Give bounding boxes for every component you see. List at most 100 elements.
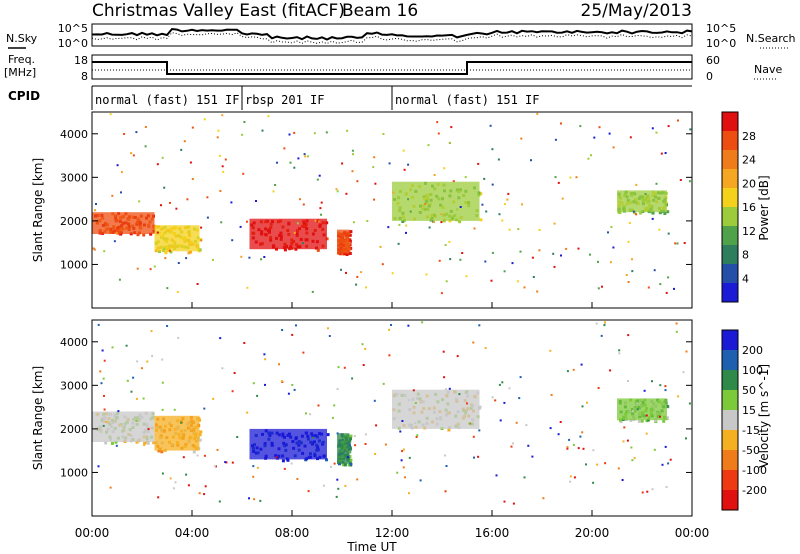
data-cell xyxy=(348,252,352,255)
noise-cell xyxy=(444,388,447,391)
noise-cell xyxy=(307,490,310,493)
nsearch-label: N.Search xyxy=(746,32,796,45)
noise-cell xyxy=(610,226,613,228)
noise-cell xyxy=(414,402,417,404)
noise-cell xyxy=(643,389,646,392)
noise-cell xyxy=(401,450,404,453)
noise-cell xyxy=(291,384,294,386)
power-y-label: Slant Range [km] xyxy=(31,158,45,262)
noise-cell xyxy=(685,350,688,353)
noise-cell xyxy=(293,388,296,391)
noise-panel: 10^5 10^0 10^5 10^0 N.Sky N.Search xyxy=(6,22,796,50)
beam-title: Beam 16 xyxy=(342,1,418,21)
data-band xyxy=(249,218,327,250)
noise-cell xyxy=(175,207,178,210)
noise-cell xyxy=(491,251,494,254)
noise-cell xyxy=(683,242,686,244)
noise-cell xyxy=(163,248,166,251)
noise-cell xyxy=(355,283,358,286)
noise-cell xyxy=(676,242,679,245)
noise-cell xyxy=(636,408,639,411)
noise-cell xyxy=(688,180,691,183)
noise-cell xyxy=(579,125,582,128)
colorbar-tick-label: 200 xyxy=(742,344,763,357)
colorbar-frame xyxy=(721,111,739,303)
freq-line xyxy=(92,61,692,75)
noise-cell xyxy=(525,424,528,427)
noise-cell xyxy=(161,156,164,159)
velocity-colorbar-label: Velocity [m s^-1] xyxy=(757,364,771,468)
noise-cell xyxy=(224,461,227,464)
y-tick-label: 1000 xyxy=(60,258,88,271)
station-title: Christmas Valley East (fitACF) xyxy=(92,1,345,21)
noise-cell xyxy=(560,122,562,125)
noise-cell xyxy=(538,249,541,252)
noise-cell xyxy=(631,270,634,273)
noise-cell xyxy=(667,232,670,235)
noise-cell xyxy=(176,291,179,293)
noise-cell xyxy=(632,210,635,213)
noise-cell xyxy=(677,395,680,398)
noise-cell xyxy=(553,222,556,225)
colorbar-tick-label: 24 xyxy=(742,154,756,167)
noise-cell xyxy=(667,462,670,465)
noise-cell xyxy=(489,124,492,127)
noise-cell xyxy=(260,258,263,261)
x-tick-label: 04:00 xyxy=(175,526,210,540)
noise-cell xyxy=(458,393,461,396)
noise-cell xyxy=(491,148,494,151)
colorbar-tick-label: 4 xyxy=(742,272,749,285)
noise-cell xyxy=(216,448,219,451)
noise-cell xyxy=(196,283,199,285)
noise-cell xyxy=(655,182,658,185)
noise-cell xyxy=(172,487,175,490)
noise-cell xyxy=(390,324,392,326)
noise-cell xyxy=(218,500,221,503)
noise-cell xyxy=(253,498,256,501)
noise-cell xyxy=(146,360,149,363)
noise-cell xyxy=(164,257,167,260)
noise-cell xyxy=(436,121,439,124)
noise-cell xyxy=(200,226,203,229)
noise-cell xyxy=(196,454,199,457)
noise-cell xyxy=(596,463,599,466)
power-y-ticks: 1000 2000 3000 4000 xyxy=(60,128,692,271)
noise-cell xyxy=(222,170,225,173)
noise-panel-frame xyxy=(91,23,693,47)
noise-cell xyxy=(402,448,405,451)
noise-cell xyxy=(239,225,242,228)
noise-cell xyxy=(635,183,638,186)
x-tick-label: 00:00 xyxy=(75,526,110,540)
noise-cell xyxy=(364,347,367,350)
noise-cell xyxy=(218,154,221,157)
noise-cell xyxy=(118,278,121,281)
noise-cell xyxy=(135,397,138,400)
colorbar-swatch xyxy=(722,188,738,207)
data-cell xyxy=(192,450,196,454)
noise-cell xyxy=(459,206,462,208)
noise-cell xyxy=(356,180,359,183)
noise-cell xyxy=(518,397,521,400)
noise-cell xyxy=(648,416,651,419)
noise-cell xyxy=(252,465,255,468)
x-axis-label: Time UT xyxy=(346,540,397,554)
noise-cell xyxy=(587,157,590,160)
noise-cell xyxy=(157,496,160,499)
data-cell xyxy=(349,230,353,234)
noise-cell xyxy=(364,433,367,436)
data-band xyxy=(154,415,200,451)
noise-cell xyxy=(142,397,145,400)
noise-cell xyxy=(621,479,624,481)
noise-cell xyxy=(581,405,584,408)
noise-cell xyxy=(609,369,612,372)
noise-cell xyxy=(309,413,312,416)
noise-cell xyxy=(151,354,154,357)
noise-cell xyxy=(440,292,443,295)
data-band xyxy=(337,229,350,254)
noise-cell xyxy=(595,322,598,325)
noise-cell xyxy=(221,114,224,117)
noise-cell xyxy=(398,223,401,226)
noise-cell xyxy=(283,467,286,470)
noise-cell xyxy=(517,228,520,230)
data-cell xyxy=(152,441,156,445)
